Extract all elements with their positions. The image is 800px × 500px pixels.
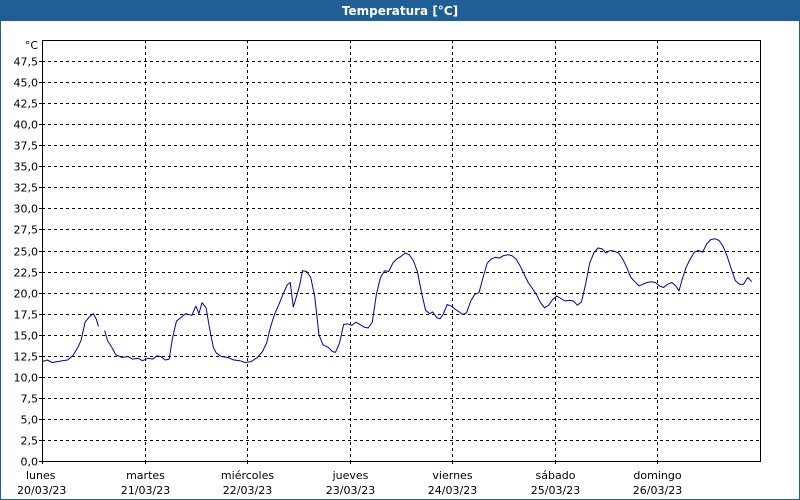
y-tick-label: 20,0 bbox=[14, 288, 39, 301]
y-tick-label: 40,0 bbox=[14, 119, 39, 132]
y-tick-label: 17,5 bbox=[14, 309, 39, 322]
x-tick-date-label: 26/03/23 bbox=[633, 484, 682, 497]
y-tick-label: 27,5 bbox=[14, 224, 39, 237]
x-tick-date-label: 25/03/23 bbox=[531, 484, 580, 497]
temperature-series bbox=[41, 238, 753, 363]
y-tick-label: 2,5 bbox=[21, 435, 39, 448]
y-tick-label: 45,0 bbox=[14, 77, 39, 90]
y-tick-label: 30,0 bbox=[14, 203, 39, 216]
y-tick-label: 37,5 bbox=[14, 140, 39, 153]
x-axis: lunes 20/03/23 martes 21/03/23 miércoles 22/0… bbox=[17, 461, 682, 497]
series-line bbox=[104, 238, 753, 363]
title-bar: Temperatura [°C] bbox=[1, 1, 799, 21]
y-tick-label: 0,0 bbox=[21, 456, 39, 469]
grid bbox=[42, 40, 760, 461]
x-tick-day-label: domingo bbox=[633, 469, 681, 482]
window-title: Temperatura [°C] bbox=[341, 4, 459, 18]
y-axis: °C 0,0 2,5 5,0 7,5 10,0 12,5 15,0 17,5 20,0 22,5 2… bbox=[14, 39, 42, 469]
x-tick-day-label: jueves bbox=[332, 469, 369, 482]
x-tick-day-label: lunes bbox=[26, 469, 56, 482]
x-tick-date-label: 24/03/23 bbox=[428, 484, 477, 497]
y-tick-label: 42,5 bbox=[14, 98, 39, 111]
y-tick-label: 25,0 bbox=[14, 246, 39, 259]
x-tick-date-label: 23/03/23 bbox=[326, 484, 375, 497]
y-axis-unit: °C bbox=[25, 39, 39, 52]
y-tick-label: 5,0 bbox=[21, 414, 39, 427]
x-tick-day-label: viernes bbox=[432, 469, 472, 482]
y-tick-label: 22,5 bbox=[14, 267, 39, 280]
y-tick-label: 35,0 bbox=[14, 161, 39, 174]
x-tick-day-label: martes bbox=[126, 469, 165, 482]
y-tick-label: 12,5 bbox=[14, 351, 39, 364]
y-tick-label: 32,5 bbox=[14, 182, 39, 195]
y-tick-label: 10,0 bbox=[14, 372, 39, 385]
y-tick-label: 15,0 bbox=[14, 330, 39, 343]
x-tick-date-label: 20/03/23 bbox=[17, 484, 66, 497]
x-tick-day-label: sábado bbox=[536, 469, 576, 482]
x-tick-date-label: 21/03/23 bbox=[121, 484, 170, 497]
plot-area bbox=[42, 40, 761, 462]
x-tick-date-label: 22/03/23 bbox=[223, 484, 272, 497]
x-tick-day-label: miércoles bbox=[221, 469, 274, 482]
series-line bbox=[41, 313, 99, 363]
y-tick-label: 47,5 bbox=[14, 56, 39, 69]
y-tick-label: 7,5 bbox=[21, 393, 39, 406]
